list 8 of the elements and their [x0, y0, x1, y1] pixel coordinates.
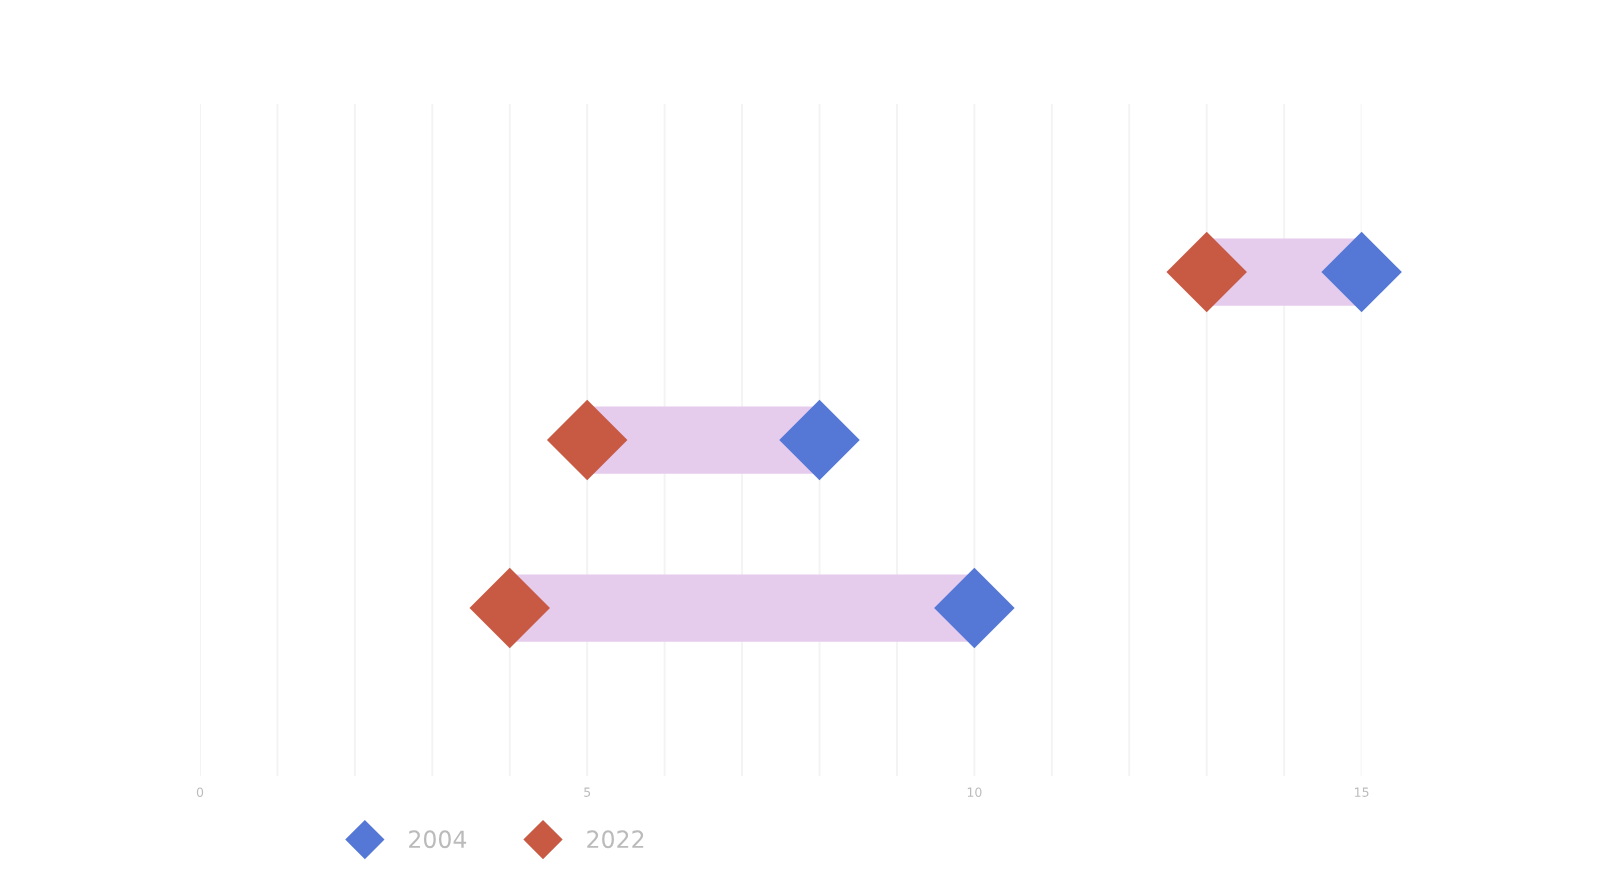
point	[1166, 231, 1247, 313]
point	[934, 567, 1015, 649]
legend-label: 2004	[409, 830, 467, 849]
legend-label: 2022	[587, 830, 644, 849]
point	[779, 399, 860, 481]
point	[1321, 231, 1402, 313]
point	[546, 399, 628, 481]
point	[469, 567, 551, 649]
